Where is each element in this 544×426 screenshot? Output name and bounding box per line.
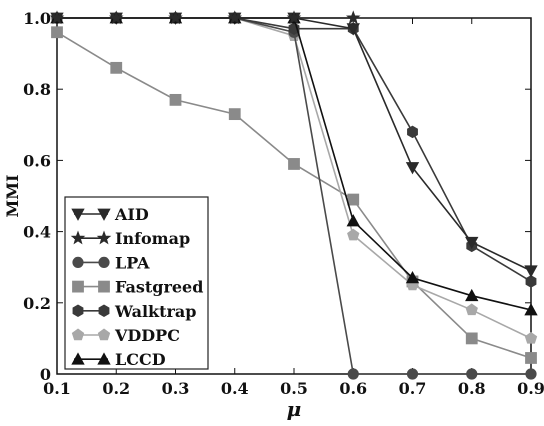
legend-label: LCCD [115,350,166,369]
data-point [228,108,241,121]
data-point [347,228,360,241]
y-axis: 0 0.2 0.4 0.6 0.8 1.0 [23,9,531,384]
legend-label: LPA [115,253,150,272]
y-tick-label: 0.6 [23,151,51,170]
series-infomap [49,10,361,25]
legend: AID Infomap LPA Fastgreed Walktrap VDDPC LCCD [64,196,209,370]
legend-item-fastgreed: Fastgreed [72,278,203,297]
data-point [169,93,182,106]
legend-marker [98,256,110,268]
legend-label: Walktrap [114,302,196,321]
legend-label: AID [114,205,149,224]
legend-item-aid: AID [71,205,149,224]
legend-label: VDDPC [114,326,180,345]
data-point [345,10,361,25]
legend-marker [97,352,111,365]
data-point [347,193,360,206]
legend-item-lpa: LPA [72,253,150,272]
data-point [406,368,419,380]
x-tick-label: 0.4 [221,379,249,398]
x-tick-label: 0.7 [399,379,427,398]
x-axis-label: μ [287,397,302,421]
data-point [168,10,183,25]
legend-marker [71,208,85,221]
legend-marker [72,256,84,268]
data-point [49,10,65,25]
legend-marker [72,304,84,318]
data-point [110,61,123,74]
legend-marker [98,304,110,318]
legend-item-lccd: LCCD [71,350,166,369]
legend-box [64,196,209,370]
data-point [465,236,479,250]
legend-marker [71,328,85,341]
data-point [405,271,420,284]
series-layer [49,10,538,380]
data-point [465,303,478,316]
y-tick-label: 0.8 [23,80,51,99]
data-point [346,214,360,227]
x-tick-label: 0.5 [280,379,308,398]
x-tick-label: 0.1 [43,379,71,398]
y-tick-label: 0.4 [23,223,51,242]
x-tick-label: 0.6 [339,379,367,398]
data-point [227,10,243,25]
x-axis: 0.1 0.2 0.3 0.4 0.5 0.6 0.7 0.8 0.9 [43,18,544,398]
legend-marker [71,352,85,365]
legend-item-infomap: Infomap [70,229,190,248]
data-point [524,303,538,316]
data-point [466,368,478,380]
y-tick-label: 0 [40,365,51,384]
legend-item-walktrap: Walktrap [72,302,196,321]
legend-marker [72,280,84,293]
x-tick-label: 0.3 [162,379,190,398]
data-point [525,368,537,380]
data-point [407,125,418,139]
legend-marker [98,280,110,293]
x-tick-label: 0.8 [458,379,486,398]
x-tick-label: 0.2 [102,379,130,398]
data-point [525,275,537,288]
y-tick-label: 1.0 [23,9,51,28]
legend-marker [70,230,86,245]
legend-label: Fastgreed [115,278,203,297]
legend-label: Infomap [115,229,190,248]
data-point [405,162,420,175]
data-point [286,10,302,25]
data-point [108,10,124,25]
data-point [346,23,360,36]
data-point [465,288,479,302]
legend-marker [97,328,111,341]
data-point [465,332,478,345]
y-tick-label: 0.2 [23,294,51,313]
data-point [525,352,537,364]
legend-marker [97,208,111,221]
data-point [347,368,359,380]
data-point [51,26,63,39]
data-point [524,331,538,344]
legend-item-vddpc: VDDPC [71,326,180,345]
legend-marker [96,230,112,245]
data-point [524,265,538,278]
y-axis-label: MMI [3,175,22,218]
x-tick-label: 0.9 [517,379,544,398]
data-point [288,158,300,170]
